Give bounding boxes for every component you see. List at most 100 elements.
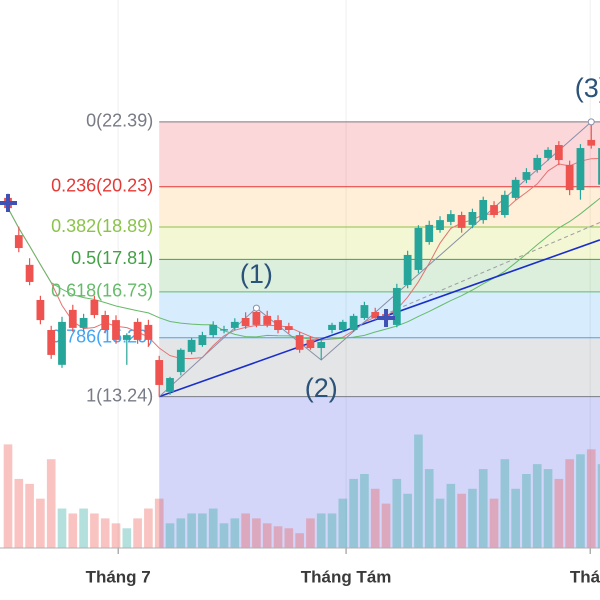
volume-bar bbox=[57, 508, 67, 548]
volume-bar bbox=[370, 488, 380, 548]
fib-band bbox=[159, 337, 600, 397]
candle-body bbox=[112, 320, 120, 340]
volume-bar bbox=[165, 523, 175, 548]
volume-bar bbox=[554, 478, 564, 548]
candle-body bbox=[263, 315, 272, 325]
volume-bar bbox=[144, 508, 153, 548]
candle-body bbox=[392, 287, 401, 325]
fib-band bbox=[159, 227, 600, 260]
moving-average bbox=[7, 197, 600, 341]
wave-point bbox=[252, 304, 260, 312]
fib-label: 0(22.39) bbox=[86, 111, 153, 131]
volume-bar bbox=[133, 518, 142, 548]
volume-bar bbox=[576, 454, 585, 548]
fib-label: 0.618(16.73) bbox=[51, 281, 153, 301]
candle-body bbox=[144, 324, 153, 340]
volume-bar bbox=[252, 518, 261, 548]
volume-bar bbox=[435, 498, 445, 548]
volume-bar bbox=[111, 523, 121, 548]
volume-bar bbox=[122, 528, 132, 548]
volume-bar bbox=[522, 474, 531, 548]
volume-bar bbox=[457, 493, 466, 548]
x-tick-label: Thán bbox=[570, 567, 600, 586]
candle-body bbox=[403, 254, 412, 285]
volume-bar bbox=[154, 498, 164, 548]
candle-body bbox=[598, 148, 600, 185]
volume-bar bbox=[316, 513, 326, 548]
volume-bar bbox=[468, 488, 477, 548]
volume-bar bbox=[403, 493, 412, 548]
candle-body bbox=[122, 335, 131, 340]
volume-bar bbox=[241, 513, 250, 548]
candle-body bbox=[414, 227, 423, 270]
fib-band bbox=[159, 121, 600, 187]
candle-body bbox=[47, 330, 56, 355]
candle-body bbox=[565, 164, 574, 191]
volume-bar bbox=[392, 478, 402, 548]
volume-bar bbox=[46, 459, 56, 548]
fib-label: 0.786(15.20) bbox=[51, 327, 153, 347]
volume-bar bbox=[90, 513, 99, 548]
candle-body bbox=[360, 305, 369, 318]
candle-body bbox=[284, 326, 293, 331]
candle-body bbox=[468, 211, 477, 225]
volume-bar bbox=[230, 518, 240, 548]
fib-label: 1(13.24) bbox=[86, 385, 153, 405]
volume-bar bbox=[424, 469, 434, 548]
volume-bar bbox=[219, 523, 229, 548]
volume-bar bbox=[306, 518, 315, 548]
cross-marker bbox=[0, 193, 17, 212]
fib-band bbox=[159, 396, 600, 548]
wave-label: (1) bbox=[240, 259, 273, 289]
volume-bar bbox=[586, 449, 596, 548]
volume-bar bbox=[68, 513, 78, 548]
candle-body bbox=[349, 315, 358, 331]
candle-body bbox=[522, 172, 531, 180]
candle-body bbox=[587, 139, 596, 146]
candle-body bbox=[425, 224, 434, 243]
cross-marker bbox=[377, 308, 396, 327]
candle-body bbox=[295, 335, 304, 350]
volume-bar bbox=[489, 498, 499, 548]
volume-bar bbox=[295, 533, 304, 548]
candle-body bbox=[166, 378, 174, 392]
candle-body bbox=[241, 317, 250, 327]
wave-label: (3) bbox=[575, 73, 600, 103]
candle-body bbox=[58, 321, 66, 365]
candle-body bbox=[176, 349, 185, 373]
candle-body bbox=[317, 342, 326, 349]
candle-body bbox=[198, 335, 207, 346]
volume-bar bbox=[327, 513, 337, 548]
volume-bar bbox=[14, 478, 24, 548]
volume-bar bbox=[25, 483, 34, 548]
candle-body bbox=[511, 179, 520, 198]
candle-body bbox=[338, 321, 347, 331]
volume-bar bbox=[446, 483, 456, 548]
candle-body bbox=[14, 235, 23, 249]
candle-body bbox=[36, 299, 45, 321]
x-tick-label: Tháng 7 bbox=[86, 567, 151, 586]
candle-body bbox=[79, 317, 88, 328]
candle-body bbox=[220, 329, 228, 331]
volume-bar bbox=[198, 513, 207, 548]
volume-bar bbox=[565, 459, 574, 548]
volume-bar bbox=[100, 518, 110, 548]
volume-bar bbox=[338, 498, 348, 548]
candle-body bbox=[68, 309, 77, 328]
wave-label: (2) bbox=[305, 373, 338, 403]
volume-bar bbox=[532, 464, 542, 548]
volume-bar bbox=[36, 498, 45, 548]
candle-body bbox=[576, 148, 585, 191]
candle-body bbox=[490, 205, 498, 215]
wave-point bbox=[587, 118, 595, 126]
candle-body bbox=[230, 321, 239, 328]
volume-bar bbox=[176, 518, 186, 548]
volume-bar bbox=[414, 434, 423, 548]
volume-bar bbox=[349, 478, 358, 548]
volume-bar bbox=[500, 459, 510, 548]
candle-body bbox=[436, 220, 444, 231]
candle-body bbox=[554, 145, 563, 161]
